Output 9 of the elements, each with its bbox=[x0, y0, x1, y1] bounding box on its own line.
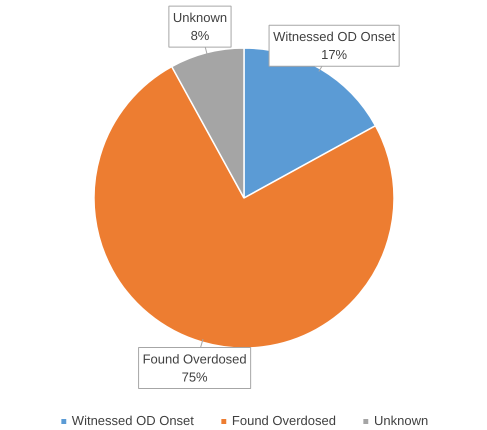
legend-label: Unknown bbox=[374, 413, 428, 428]
data-label: 8% bbox=[190, 28, 210, 44]
slice-label: Witnessed OD Onset bbox=[273, 29, 396, 44]
legend-label: Found Overdosed bbox=[232, 413, 336, 428]
slice-label: Unknown bbox=[172, 10, 228, 26]
data-label: 17% bbox=[321, 47, 348, 62]
slice-label: Found Overdosed bbox=[142, 351, 247, 366]
legend-label: Witnessed OD Onset bbox=[72, 413, 194, 428]
data-label: 75% bbox=[182, 369, 208, 384]
